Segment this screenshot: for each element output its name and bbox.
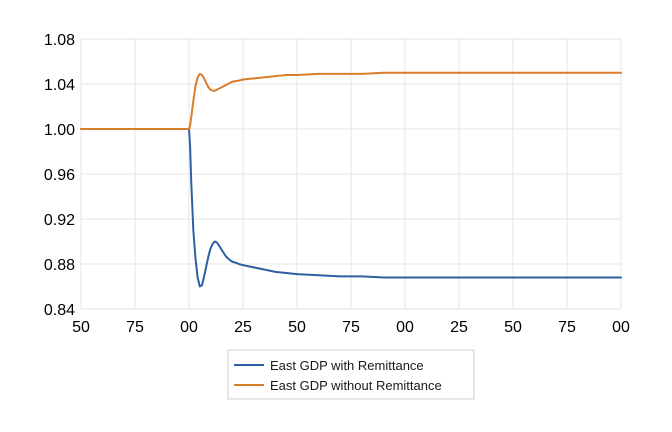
series-line-1 bbox=[80, 128, 622, 288]
x-tick-label: 50 bbox=[288, 319, 306, 336]
x-axis-ticks: 50 75 00 25 50 75 00 25 50 75 00 bbox=[72, 319, 630, 336]
x-tick-label: 00 bbox=[180, 319, 198, 336]
legend-label: East GDP with Remittance bbox=[270, 358, 424, 373]
x-tick-label: 50 bbox=[504, 319, 522, 336]
x-tick-label: 75 bbox=[558, 319, 576, 336]
x-tick-label: 50 bbox=[72, 319, 90, 336]
y-tick-label: 0.88 bbox=[44, 257, 75, 274]
y-tick-label: 0.96 bbox=[44, 167, 75, 184]
x-tick-label: 00 bbox=[396, 319, 414, 336]
x-tick-label: 25 bbox=[450, 319, 468, 336]
x-tick-label: 25 bbox=[234, 319, 252, 336]
series-group bbox=[80, 71, 622, 288]
series-line-2 bbox=[80, 71, 622, 130]
x-tick-label: 00 bbox=[612, 319, 630, 336]
y-axis-ticks: 0.84 0.88 0.92 0.96 1.00 1.04 1.08 bbox=[44, 32, 75, 319]
grid bbox=[80, 38, 622, 310]
legend: East GDP with Remittance East GDP without… bbox=[227, 349, 475, 400]
legend-label: East GDP without Remittance bbox=[270, 378, 442, 393]
x-tick-label: 75 bbox=[342, 319, 360, 336]
y-tick-label: 0.92 bbox=[44, 212, 75, 229]
y-tick-label: 1.00 bbox=[44, 122, 75, 139]
y-tick-label: 1.04 bbox=[44, 77, 75, 94]
legend-box bbox=[227, 349, 475, 400]
y-tick-label: 1.08 bbox=[44, 32, 75, 49]
x-tick-label: 75 bbox=[126, 319, 144, 336]
y-tick-label: 0.84 bbox=[44, 302, 75, 319]
